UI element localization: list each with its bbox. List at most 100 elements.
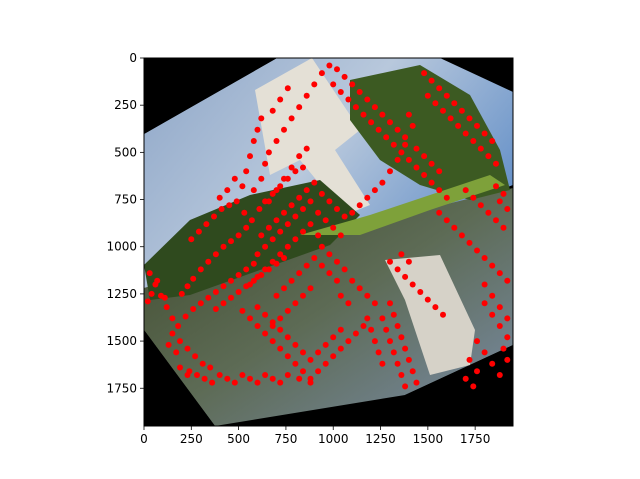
scatter-point xyxy=(424,296,431,303)
scatter-point xyxy=(273,260,280,267)
scatter-point xyxy=(216,372,223,378)
x-tick-label: 500 xyxy=(227,432,250,446)
scatter-point xyxy=(436,209,443,216)
scatter-points xyxy=(144,62,511,390)
scatter-point xyxy=(409,122,416,129)
x-tick-label: 1000 xyxy=(318,432,349,446)
scatter-point xyxy=(379,360,386,367)
scatter-point xyxy=(258,175,265,182)
scatter-point xyxy=(184,372,191,378)
scatter-point xyxy=(233,198,240,205)
scatter-point xyxy=(292,341,299,348)
scatter-point xyxy=(220,283,227,290)
scatter-point xyxy=(231,175,238,182)
scatter-point xyxy=(218,206,225,212)
scatter-point xyxy=(504,277,511,284)
scatter-point xyxy=(207,364,214,371)
scatter-point xyxy=(247,315,253,322)
scatter-point xyxy=(296,194,303,201)
scatter-point xyxy=(228,238,234,245)
scatter-point xyxy=(496,198,503,205)
scatter-point xyxy=(470,194,477,201)
scatter-point xyxy=(307,198,314,205)
scatter-point xyxy=(281,255,287,261)
y-tick-label: 1750 xyxy=(106,381,137,395)
scatter-point xyxy=(360,111,367,118)
scatter-point xyxy=(371,338,378,345)
scatter-point xyxy=(254,379,261,386)
scatter-point xyxy=(398,372,405,378)
scatter-point xyxy=(307,379,314,386)
scatter-point xyxy=(500,190,507,197)
scatter-point xyxy=(337,232,344,239)
scatter-point xyxy=(197,300,204,307)
scatter-point xyxy=(330,81,337,88)
scatter-point xyxy=(337,89,344,95)
scatter-point xyxy=(284,221,291,228)
scatter-point xyxy=(496,323,503,329)
scatter-point xyxy=(315,232,322,239)
scatter-point xyxy=(292,360,299,367)
scatter-point xyxy=(296,104,303,111)
scatter-point xyxy=(349,277,356,284)
scatter-point xyxy=(432,304,439,311)
scatter-point xyxy=(470,383,477,390)
scatter-point xyxy=(220,300,227,307)
scatter-point xyxy=(190,275,197,282)
scatter-point xyxy=(318,190,325,197)
scatter-point xyxy=(428,160,435,167)
y-tick-label: 0 xyxy=(129,51,137,65)
scatter-point xyxy=(402,383,409,390)
scatter-point xyxy=(443,92,450,99)
scatter-point xyxy=(254,251,261,258)
scatter-point xyxy=(311,179,318,186)
scatter-point xyxy=(387,258,393,265)
scatter-point xyxy=(387,119,393,126)
scatter-point xyxy=(212,306,219,312)
scatter-point xyxy=(474,368,480,375)
scatter-point xyxy=(424,92,431,99)
scatter-point xyxy=(356,89,363,95)
scatter-point xyxy=(254,323,261,329)
scatter-point xyxy=(269,375,276,382)
scatter-point xyxy=(144,298,151,305)
scatter-point xyxy=(173,349,180,356)
scatter-point xyxy=(330,224,337,231)
scatter-point xyxy=(300,292,306,299)
scatter-point xyxy=(228,277,234,284)
scatter-point xyxy=(231,379,238,386)
scatter-point xyxy=(262,160,269,167)
scatter-point xyxy=(364,194,371,201)
scatter-point xyxy=(455,122,462,129)
scatter-point xyxy=(428,77,435,84)
scatter-point xyxy=(296,153,303,160)
scatter-point xyxy=(375,349,382,356)
scatter-point xyxy=(277,345,284,352)
scatter-point xyxy=(292,236,299,243)
scatter-point xyxy=(194,372,200,378)
scatter-point xyxy=(212,251,219,258)
scatter-point xyxy=(303,92,310,99)
scatter-point xyxy=(440,311,446,318)
scatter-point xyxy=(334,206,340,212)
scatter-point xyxy=(481,300,488,307)
scatter-point xyxy=(493,217,499,224)
scatter-point xyxy=(481,255,488,261)
scatter-point xyxy=(247,153,253,160)
scatter-point xyxy=(341,73,348,80)
scatter-point xyxy=(337,292,344,299)
scatter-point xyxy=(500,224,507,231)
scatter-point xyxy=(364,96,371,103)
scatter-point xyxy=(345,96,352,103)
scatter-point xyxy=(500,345,507,352)
scatter-point xyxy=(458,232,465,239)
scatter-point xyxy=(394,360,401,367)
scatter-point xyxy=(322,217,329,224)
scatter-point xyxy=(273,217,280,224)
scatter-point xyxy=(322,341,329,348)
scatter-point xyxy=(496,304,503,311)
scatter-point xyxy=(451,224,458,231)
scatter-point xyxy=(326,62,333,69)
scatter-point xyxy=(402,273,409,280)
scatter-point xyxy=(436,187,443,194)
